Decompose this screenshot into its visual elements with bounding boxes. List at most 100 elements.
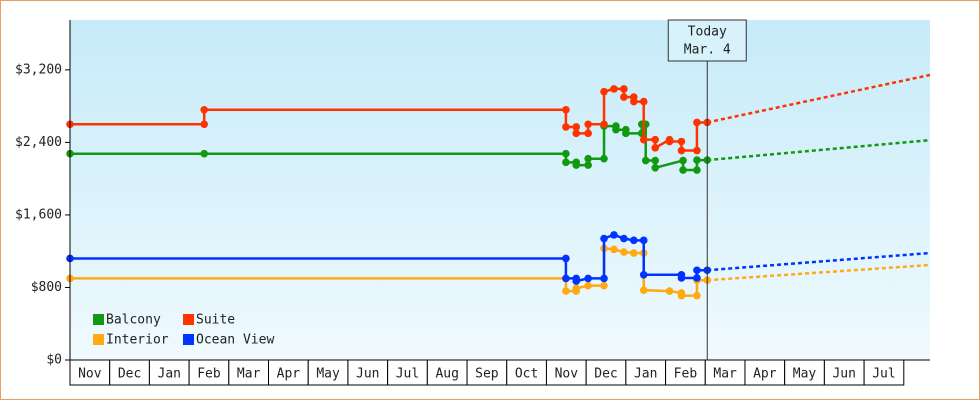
x-tick-label: Apr bbox=[753, 367, 777, 382]
x-tick-label: Dec bbox=[118, 367, 141, 382]
point bbox=[584, 120, 592, 129]
y-tick-label: $1,600 bbox=[15, 207, 62, 222]
x-tick-label: Jul bbox=[396, 367, 419, 382]
x-tick-label: Nov bbox=[78, 367, 102, 382]
point bbox=[630, 249, 638, 257]
legend-swatch bbox=[93, 314, 104, 325]
legend-swatch bbox=[183, 334, 194, 345]
point bbox=[620, 93, 628, 101]
point bbox=[620, 234, 628, 243]
point bbox=[572, 129, 581, 138]
point bbox=[600, 234, 608, 243]
x-tick-label: Jan bbox=[158, 367, 181, 382]
x-tick-box bbox=[426, 359, 468, 386]
point bbox=[584, 161, 592, 169]
x-tick-label: Dec bbox=[594, 367, 617, 382]
projection-line bbox=[707, 251, 931, 272]
x-tick-box bbox=[665, 359, 706, 386]
point bbox=[622, 129, 630, 138]
point bbox=[610, 231, 618, 239]
today-label: Mar. 4 bbox=[684, 43, 731, 58]
x-tick-label: May bbox=[316, 367, 340, 382]
today-label: Today bbox=[688, 25, 727, 40]
point bbox=[693, 156, 701, 164]
point bbox=[639, 270, 648, 279]
x-tick-box bbox=[784, 359, 825, 386]
point bbox=[639, 236, 648, 245]
x-tick-label: Nov bbox=[555, 367, 579, 382]
point bbox=[600, 274, 608, 283]
legend-label: Balcony bbox=[106, 313, 161, 328]
point bbox=[562, 274, 570, 283]
point bbox=[584, 274, 592, 283]
point bbox=[584, 154, 592, 163]
point bbox=[562, 158, 570, 167]
point bbox=[665, 287, 674, 295]
x-tick-label: Oct bbox=[515, 367, 538, 382]
x-tick-box bbox=[704, 359, 746, 386]
x-tick-box bbox=[863, 359, 905, 386]
point bbox=[679, 166, 687, 174]
point bbox=[572, 123, 581, 131]
point bbox=[612, 125, 620, 134]
point bbox=[572, 161, 581, 169]
x-tick-label: Jul bbox=[872, 367, 895, 382]
point bbox=[600, 120, 608, 129]
point bbox=[600, 87, 608, 96]
legend-label: Interior bbox=[106, 333, 169, 348]
x-tick-label: Jun bbox=[832, 367, 855, 382]
point bbox=[639, 135, 648, 144]
point bbox=[630, 97, 638, 106]
x-tick-box bbox=[188, 359, 230, 386]
point bbox=[584, 129, 592, 138]
point bbox=[679, 156, 687, 165]
projection-line bbox=[706, 73, 931, 124]
point bbox=[600, 154, 608, 163]
point bbox=[677, 291, 686, 300]
point bbox=[562, 149, 570, 158]
point bbox=[693, 274, 701, 282]
x-tick-box bbox=[545, 359, 587, 386]
point bbox=[562, 105, 570, 114]
legend-label: Ocean View bbox=[196, 333, 274, 348]
point bbox=[651, 144, 660, 152]
x-tick-label: Feb bbox=[674, 367, 698, 382]
y-tick-label: $0 bbox=[46, 353, 62, 368]
point bbox=[651, 163, 660, 172]
point bbox=[572, 284, 581, 293]
point bbox=[639, 286, 648, 294]
x-tick-label: Mar bbox=[713, 367, 737, 382]
x-tick-label: Jan bbox=[634, 367, 657, 382]
point bbox=[610, 245, 618, 254]
point bbox=[200, 120, 209, 129]
projection-line bbox=[707, 263, 931, 282]
x-tick-box bbox=[466, 359, 508, 386]
point bbox=[572, 277, 581, 285]
point bbox=[562, 123, 570, 131]
x-tick-label: Apr bbox=[277, 367, 301, 382]
point bbox=[665, 137, 674, 146]
point bbox=[610, 85, 618, 93]
point bbox=[677, 146, 686, 155]
point bbox=[677, 137, 686, 146]
point bbox=[677, 274, 686, 282]
x-tick-label: Mar bbox=[237, 367, 261, 382]
point bbox=[693, 118, 701, 127]
x-tick-box bbox=[625, 359, 667, 386]
legend-swatch bbox=[183, 314, 194, 325]
point bbox=[693, 166, 701, 174]
x-tick-label: May bbox=[793, 367, 817, 382]
x-tick-box bbox=[585, 359, 627, 386]
projection-line bbox=[707, 138, 931, 162]
plot-area bbox=[70, 20, 930, 360]
legend-swatch bbox=[93, 334, 104, 345]
y-tick-label: $2,400 bbox=[15, 135, 62, 150]
x-tick-box bbox=[228, 359, 270, 386]
x-tick-label: Jun bbox=[356, 367, 379, 382]
point bbox=[562, 287, 570, 295]
point bbox=[200, 105, 209, 114]
point bbox=[651, 135, 660, 144]
y-tick-label: $3,200 bbox=[15, 62, 62, 77]
